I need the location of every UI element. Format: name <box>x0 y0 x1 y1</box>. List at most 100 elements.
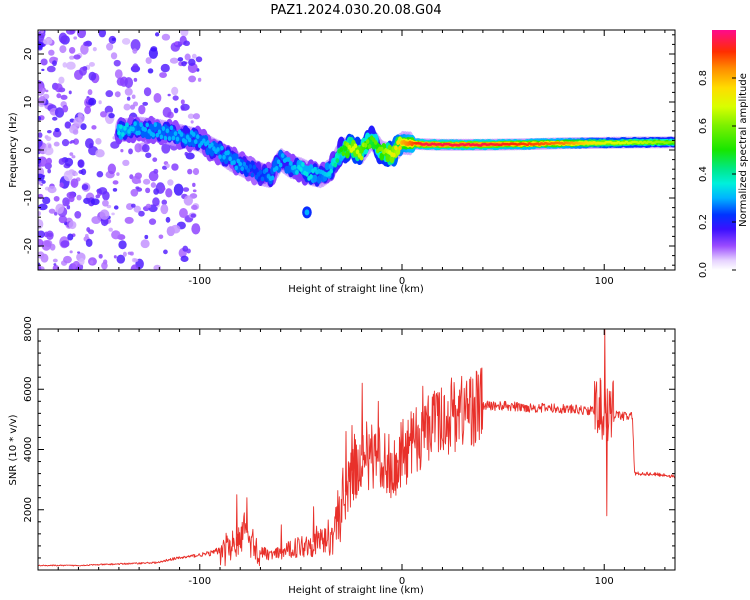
spectrogram-noise-blob <box>77 251 81 254</box>
spectrogram-noise-blob <box>143 87 152 97</box>
spectrogram-ridge-cell <box>169 125 174 131</box>
spectrogram-noise-blob <box>60 240 70 248</box>
spectrogram-ridge-cell <box>270 175 275 181</box>
spectrogram-noise-blob <box>153 92 162 103</box>
spectrogram-noise-blob <box>63 170 73 182</box>
spectrogram-noise-blob <box>142 101 149 106</box>
spectrogram-noise-blob <box>190 213 197 218</box>
x-tick-label: 100 <box>595 576 614 587</box>
spectrogram-noise-blob <box>165 216 171 223</box>
spectrogram-noise-blob <box>147 68 154 74</box>
spectrogram-ridge-cell <box>305 171 309 177</box>
figure-title: PAZ1.2024.030.20.08.G04 <box>270 3 441 18</box>
spectrogram-ridge-cell <box>157 129 162 135</box>
spectrogram-noise-blob <box>182 245 189 252</box>
spectrogram-ridge-cell <box>264 167 269 173</box>
spectrogram-noise-blob <box>84 233 89 239</box>
spectrogram-noise-blob <box>112 180 119 185</box>
spectrogram-ridge-cell <box>367 144 372 149</box>
spectrogram-noise-blob <box>165 163 170 169</box>
spectrogram-noise-blob <box>52 60 57 67</box>
spectrogram-ridge-cell <box>167 136 172 141</box>
spectrogram-ridge-cell <box>236 158 240 164</box>
spectrogram-noise-blob <box>68 46 76 54</box>
spectrogram-noise-blob <box>69 250 73 254</box>
spectrogram-ridge-cell <box>193 139 198 145</box>
spectrogram-noise-blob <box>43 146 54 156</box>
spectrogram-noise-blob <box>148 47 159 59</box>
spectrogram-ridge-cell <box>246 168 251 173</box>
spectrogram-noise-blob <box>145 57 152 65</box>
spectrogram-ridge-cell <box>234 165 238 171</box>
spectrogram-noise-blob <box>38 180 42 185</box>
spectrogram-noise-blob <box>46 129 52 134</box>
spectrogram-ridge-cell <box>155 132 160 138</box>
spectrogram-noise-blob <box>68 195 75 203</box>
spectrogram-noise-blob <box>38 156 42 165</box>
spectrogram-noise-blob <box>49 243 56 251</box>
spectrogram-noise-blob <box>114 91 121 98</box>
spectrogram-noise-blob <box>141 143 150 153</box>
spectrogram-noise-blob <box>153 188 160 195</box>
spectrogram-noise-blob <box>116 172 120 176</box>
spectrogram-ridge-cell <box>131 126 135 132</box>
spectrogram-noise-blob <box>191 223 201 235</box>
colorbar-tick-label: 0.0 <box>698 262 709 278</box>
spectrogram-noise-blob <box>120 149 124 153</box>
spectrogram-noise-blob <box>108 113 115 119</box>
spectrogram-noise-blob <box>159 72 168 78</box>
spectrogram-ridge-cell <box>301 162 305 167</box>
spectrogram-noise-blob <box>55 203 65 214</box>
spectrogram-noise-blob <box>188 75 197 83</box>
spectrogram-x-ticks: -100 0 100 <box>37 30 666 287</box>
spectrogram-noise-blob <box>183 40 190 46</box>
spectrogram-noise-blob <box>171 163 179 171</box>
spectrogram-noise-blob <box>192 113 200 120</box>
spectrogram-noise-blob <box>43 231 49 238</box>
colorbar-label: Normalized spectral amplitude <box>738 73 749 227</box>
spectrogram-ridge-cell <box>280 153 285 158</box>
spectrogram-noise-blob <box>98 30 107 38</box>
spectrogram-noise-blob <box>112 187 118 192</box>
spectrogram-noise-blob <box>180 103 190 111</box>
spectrogram-noise-blob <box>38 116 42 121</box>
spectrogram-ridge-cell <box>359 155 364 161</box>
spectrogram-ridge-cell <box>163 135 168 141</box>
y-tick-label: 10 <box>23 96 34 109</box>
spectrogram-noise-blob <box>71 181 76 187</box>
spectrogram-noise-blob <box>116 254 126 264</box>
spectrogram-ridge-cell <box>345 150 350 159</box>
spectrogram-ridge-cell <box>385 154 391 163</box>
spectrogram-noise-blob <box>38 132 43 138</box>
spectrogram-noise-blob <box>66 205 71 210</box>
spectrogram-noise-blob <box>145 203 152 209</box>
spectrogram-noise-blob <box>150 182 157 188</box>
spectrogram-noise-blob <box>181 60 187 67</box>
spectrogram-noise-blob <box>184 53 191 61</box>
spectrogram-ridge-cell <box>173 131 178 137</box>
spectrogram-noise-blob <box>138 104 146 115</box>
spectrogram-noise-blob <box>102 199 109 207</box>
spectrogram-ridge-cell <box>228 156 232 162</box>
spectrogram-noise-blob <box>133 77 138 82</box>
spectrogram-noise-blob <box>138 210 145 217</box>
spectrogram-noise-blob <box>46 65 56 73</box>
spectrogram-noise-blob <box>130 264 139 270</box>
spectrogram-noise-blob <box>83 41 89 47</box>
spectrogram-ridge-cell <box>191 132 196 137</box>
spectrogram-noise-blob <box>145 187 151 194</box>
spectrogram-noise-blob <box>73 138 79 145</box>
spectrogram-noise-blob <box>38 238 44 248</box>
spectrogram-noise-blob <box>91 125 97 130</box>
spectrogram-ridge-cell <box>156 123 162 132</box>
spectrogram-noise-blob <box>111 212 115 216</box>
spectrogram-noise-blob <box>38 203 48 211</box>
spectrogram-ridge-cell <box>161 126 166 131</box>
spectrogram-noise-blob <box>148 218 157 225</box>
spectrogram-ridge-cell <box>159 134 164 140</box>
spectrogram-noise-blob <box>116 77 125 86</box>
spectrogram-noise-blob <box>162 107 172 118</box>
spectrogram-noise-blob <box>47 144 52 149</box>
spectrogram-noise-blob <box>40 30 45 34</box>
spectrogram-noise-blob <box>145 152 152 159</box>
